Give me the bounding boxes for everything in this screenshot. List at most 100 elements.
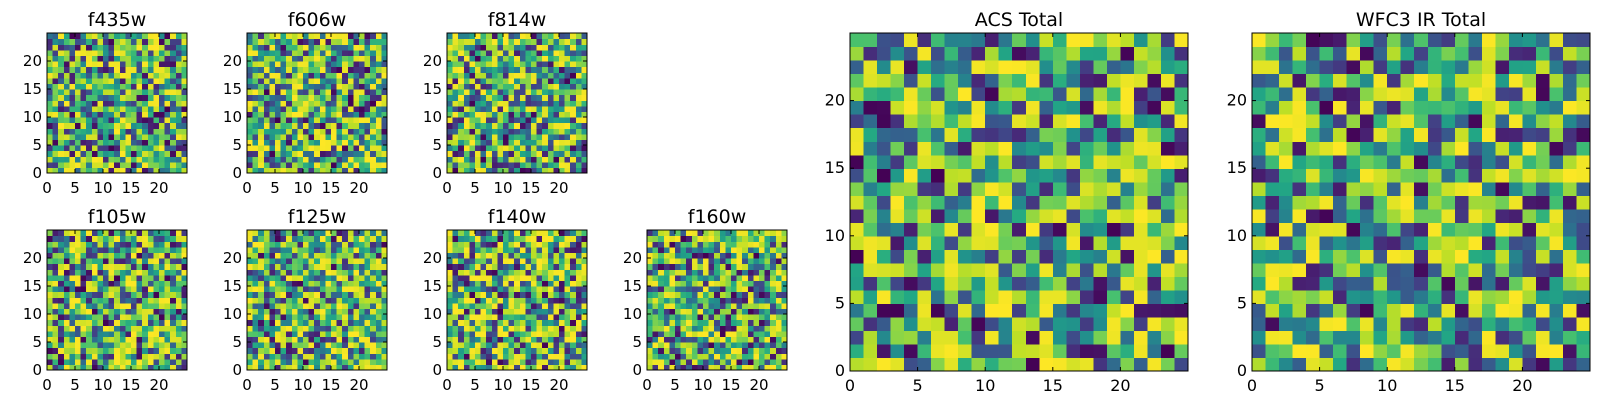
heatmap-cell [1052,222,1067,237]
heatmap-cell [917,330,932,345]
heatmap-cell [1160,276,1176,291]
heatmap-cell [181,246,188,253]
heatmap-cell [69,139,76,146]
heatmap-cell [164,325,171,332]
heatmap-cell [119,105,126,112]
heatmap-cell [258,66,265,73]
heatmap-cell [353,117,360,124]
heatmap-cell [314,302,321,309]
heatmap-cell [480,77,487,84]
heatmap-cell [58,269,65,276]
heatmap-cell [86,258,93,265]
heatmap-cell [359,77,366,84]
heatmap-cell [564,319,571,326]
heatmap-cell [480,145,487,152]
heatmap-cell [536,241,543,248]
heatmap-cell [570,150,577,157]
heatmap-cell [136,246,143,253]
heatmap-cell [519,55,526,62]
heatmap-cell [275,55,282,62]
heatmap-cell [91,72,98,79]
heatmap-cell [258,72,265,79]
heatmap-cell [75,83,82,90]
heatmap-cell [731,269,738,276]
heatmap-cell [877,222,892,237]
heatmap-cell [531,274,538,281]
heatmap-cell [553,44,560,51]
heatmap-cell [47,61,54,68]
heatmap-cell [547,274,554,281]
heatmap-cell [463,150,470,157]
heatmap-cell [503,139,510,146]
heatmap-cell [652,330,659,337]
heatmap-cell [325,111,332,118]
heatmap-cell [58,263,65,270]
heatmap-cell [147,94,154,101]
heatmap-cell [958,195,973,210]
heatmap-cell [291,150,298,157]
heatmap-cell [503,55,510,62]
heatmap-cell [531,83,538,90]
heatmap-cell [342,100,349,107]
axes-frame [46,32,188,174]
heatmap-cell [252,319,259,326]
heatmap-cell [452,246,459,253]
heatmap-cell [303,325,310,332]
heatmap-cell [258,291,265,298]
heatmap-cell [164,297,171,304]
heatmap-cell [890,276,905,291]
heatmap-cell [753,319,760,326]
y-tick-label: 0 [232,361,242,379]
heatmap-cell [1160,168,1176,183]
heatmap-cell [486,38,493,45]
heatmap-cell [164,83,171,90]
heatmap-cell [497,49,504,56]
heatmap-cell [514,358,521,365]
heatmap-cell [1025,343,1040,359]
heatmap-cell [998,208,1013,223]
heatmap-cell [480,241,487,248]
heatmap-cell [497,286,504,293]
heatmap-cell [91,263,98,270]
heatmap-cell [142,230,149,237]
heatmap-cell [291,342,298,349]
heatmap-cell [336,49,343,56]
heatmap-cell [575,89,582,96]
heatmap-cell [575,139,582,146]
heatmap-cell [286,269,293,276]
heatmap-cell [486,274,493,281]
heatmap-cell [759,235,766,242]
heatmap-cell [519,364,526,371]
heatmap-cell [86,230,93,237]
heatmap-cell [263,263,270,270]
heatmap-cell [691,230,698,237]
heatmap-cell [559,55,566,62]
heatmap-cell [375,241,382,248]
heatmap-cell [125,100,132,107]
heatmap-cell [497,105,504,112]
heatmap-cell [736,286,743,293]
heatmap-cell [559,330,566,337]
heatmap-cell [985,289,1000,304]
heatmap-cell [319,342,326,349]
heatmap-cell [381,66,388,73]
heatmap-cell [63,325,70,332]
heatmap-cell [108,274,115,281]
heatmap-cell [131,330,138,337]
heatmap-cell [52,235,59,242]
heatmap-cell [47,83,54,90]
heatmap-cell [375,336,382,343]
heatmap-cell [319,150,326,157]
heatmap-cell [164,145,171,152]
heatmap-cell [159,55,166,62]
heatmap-cell [159,246,166,253]
heatmap-cell [1174,235,1189,250]
heatmap-cell [336,61,343,68]
heatmap-cell [708,246,715,253]
heatmap-cell [52,286,59,293]
heatmap-cell [759,364,766,371]
heatmap-cell [652,297,659,304]
heatmap-cell [863,303,878,318]
heatmap-cell [125,274,132,281]
